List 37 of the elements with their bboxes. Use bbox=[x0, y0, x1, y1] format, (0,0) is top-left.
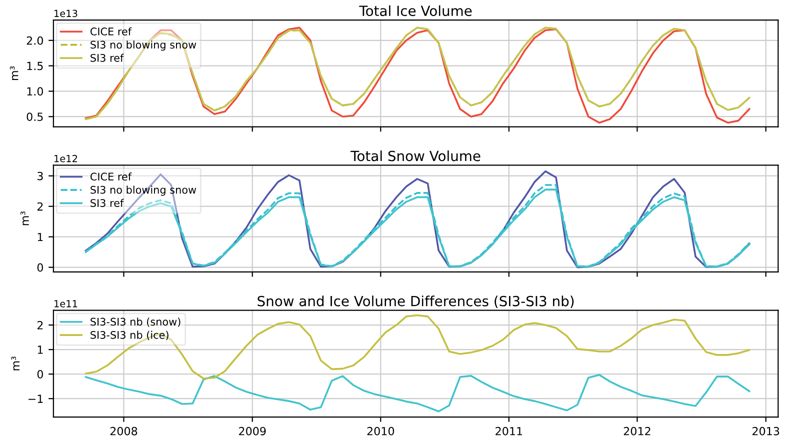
y-tick-label: 2 bbox=[37, 202, 43, 211]
x-tick-label: 2011 bbox=[496, 426, 522, 436]
x-tick-label: 2009 bbox=[239, 426, 266, 436]
y-tick-label: 1.5 bbox=[27, 62, 43, 70]
y-tick-label: 1.0 bbox=[27, 87, 43, 96]
y-tick-label: 0 bbox=[37, 263, 43, 272]
legend-label: CICE ref bbox=[90, 172, 132, 181]
x-tick-label: 2013 bbox=[752, 426, 780, 436]
y-tick-label: 2.0 bbox=[26, 36, 43, 45]
y-tick-label: 1 bbox=[38, 346, 43, 354]
chart-title: Total Snow Volume bbox=[350, 150, 480, 162]
line-series bbox=[84, 374, 750, 412]
y-axis-title: m³ bbox=[11, 356, 20, 370]
legend-label: SI3 ref bbox=[90, 198, 124, 207]
y-tick-label: 3 bbox=[38, 172, 43, 180]
y-tick-label: 2 bbox=[37, 321, 43, 330]
y-axis-title: m³ bbox=[10, 66, 18, 80]
x-tick-label: 2008 bbox=[110, 426, 138, 436]
legend-label: SI3-SI3 nb (ice) bbox=[90, 330, 168, 340]
legend-label: SI3-SI3 nb (snow) bbox=[90, 318, 180, 327]
text: 1e12 bbox=[54, 154, 78, 162]
y-axis-title: m³ bbox=[20, 211, 29, 226]
line-series bbox=[84, 314, 750, 380]
legend-label: CICE ref bbox=[90, 27, 132, 36]
y-tick-label: 1 bbox=[38, 232, 43, 242]
chart-title: Snow and Ice Volume Differences (SI3-SI3 nb) bbox=[258, 296, 574, 308]
x-tick-label: 2010 bbox=[367, 426, 394, 436]
y-tick-label: 0.5 bbox=[26, 112, 43, 121]
text: 1e13 bbox=[54, 10, 78, 18]
x-tick-label: 2012 bbox=[624, 426, 650, 436]
chart-title: Total Ice Volume bbox=[359, 5, 472, 16]
y-tick-label: −1 bbox=[28, 394, 43, 403]
legend-label: SI3 ref bbox=[90, 54, 124, 62]
text: 1e11 bbox=[54, 300, 78, 308]
legend-label: SI3 no blowing snow bbox=[90, 186, 196, 196]
y-tick-label: 0 bbox=[37, 370, 43, 378]
legend-label: SI3 no blowing snow bbox=[90, 40, 196, 51]
